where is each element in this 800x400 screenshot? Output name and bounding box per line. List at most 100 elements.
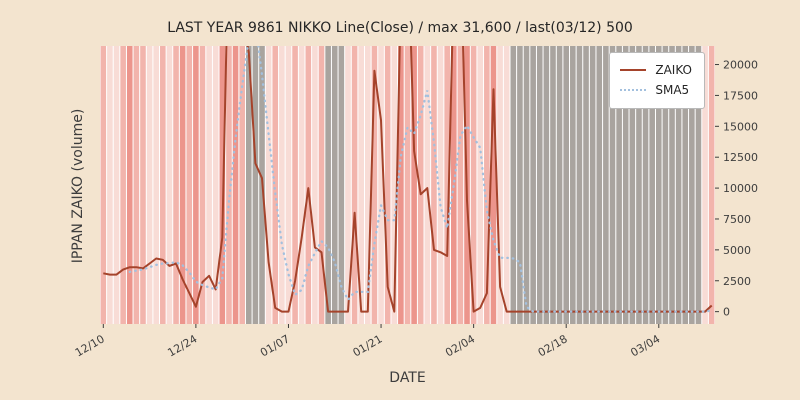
day-band xyxy=(126,46,133,324)
x-axis-label: DATE xyxy=(389,370,426,386)
day-band xyxy=(265,46,272,324)
day-band xyxy=(272,46,279,324)
day-band xyxy=(484,46,490,324)
legend-entry-zaiko: ZAIKO xyxy=(620,60,692,80)
day-band xyxy=(675,46,682,324)
x-tick-label: 03/04 xyxy=(628,332,662,359)
zaiko-line-sample xyxy=(620,69,647,71)
day-band xyxy=(133,46,140,324)
day-band xyxy=(530,46,536,324)
day-band xyxy=(179,46,186,324)
day-band xyxy=(556,46,563,324)
day-band xyxy=(285,46,292,324)
day-band xyxy=(622,46,629,324)
day-band xyxy=(391,46,398,324)
day-band xyxy=(338,46,345,324)
day-band xyxy=(232,46,239,324)
day-band xyxy=(583,46,589,324)
y-tick-label: 5000 xyxy=(723,244,751,257)
x-tick-label: 01/21 xyxy=(351,332,385,359)
day-band xyxy=(457,46,464,324)
day-band xyxy=(146,46,153,324)
day-band xyxy=(431,46,437,324)
day-band xyxy=(563,46,570,324)
day-band xyxy=(212,46,219,324)
day-band xyxy=(107,46,113,324)
day-band xyxy=(331,46,338,324)
day-band xyxy=(510,46,517,324)
day-band xyxy=(662,46,669,324)
sma5-line-sample xyxy=(620,89,647,91)
day-band xyxy=(384,46,391,324)
day-band xyxy=(576,46,583,324)
day-band xyxy=(477,46,484,324)
y-tick-label: 10000 xyxy=(723,182,758,195)
day-band xyxy=(219,46,226,324)
day-band xyxy=(603,46,609,324)
day-band xyxy=(417,46,424,324)
day-band xyxy=(351,46,358,324)
day-band xyxy=(206,46,212,324)
legend-label-sma5: SMA5 xyxy=(655,83,690,97)
y-tick-label: 20000 xyxy=(723,59,758,72)
day-band xyxy=(424,46,431,324)
day-band xyxy=(312,46,318,324)
day-band xyxy=(596,46,603,324)
day-band xyxy=(371,46,378,324)
day-band xyxy=(153,46,160,324)
y-tick-label: 7500 xyxy=(723,213,751,226)
day-band xyxy=(245,46,252,324)
day-band xyxy=(669,46,675,324)
day-band xyxy=(444,46,450,324)
day-band xyxy=(365,46,371,324)
x-tick-label: 02/04 xyxy=(443,332,477,359)
day-band xyxy=(226,46,232,324)
x-tick-label: 12/24 xyxy=(165,332,199,359)
day-band xyxy=(378,46,384,324)
day-band xyxy=(655,46,662,324)
day-band xyxy=(570,46,576,324)
day-band xyxy=(695,46,702,324)
day-band xyxy=(100,46,107,324)
day-band xyxy=(279,46,285,324)
day-band xyxy=(450,46,457,324)
day-band xyxy=(702,46,708,324)
day-band xyxy=(239,46,245,324)
day-band xyxy=(497,46,503,324)
day-band xyxy=(113,46,120,324)
day-band xyxy=(186,46,193,324)
day-band xyxy=(649,46,655,324)
day-band xyxy=(140,46,146,324)
day-band xyxy=(404,46,411,324)
day-band xyxy=(629,46,636,324)
day-band xyxy=(708,46,715,324)
day-band xyxy=(550,46,556,324)
y-tick-label: 15000 xyxy=(723,120,758,133)
day-band xyxy=(252,46,259,324)
legend-label-zaiko: ZAIKO xyxy=(655,63,692,77)
day-band xyxy=(358,46,365,324)
day-band xyxy=(616,46,622,324)
day-band xyxy=(398,46,404,324)
day-band xyxy=(173,46,179,324)
x-tick-label: 01/07 xyxy=(258,332,292,359)
day-band xyxy=(437,46,444,324)
sma5-line xyxy=(128,46,713,313)
day-band xyxy=(470,46,477,324)
x-tick-label: 12/10 xyxy=(73,332,107,359)
day-band xyxy=(503,46,510,324)
day-band xyxy=(292,46,298,324)
legend: ZAIKO SMA5 xyxy=(609,52,705,109)
day-band xyxy=(345,46,351,324)
chart-title: LAST YEAR 9861 NIKKO Line(Close) / max 3… xyxy=(167,20,633,36)
day-band xyxy=(642,46,649,324)
y-tick-label: 2500 xyxy=(723,275,751,288)
day-band xyxy=(411,46,417,324)
x-tick-label: 02/18 xyxy=(536,332,570,359)
day-band xyxy=(318,46,325,324)
day-band xyxy=(523,46,530,324)
day-band xyxy=(199,46,206,324)
day-band xyxy=(682,46,689,324)
day-band xyxy=(166,46,173,324)
